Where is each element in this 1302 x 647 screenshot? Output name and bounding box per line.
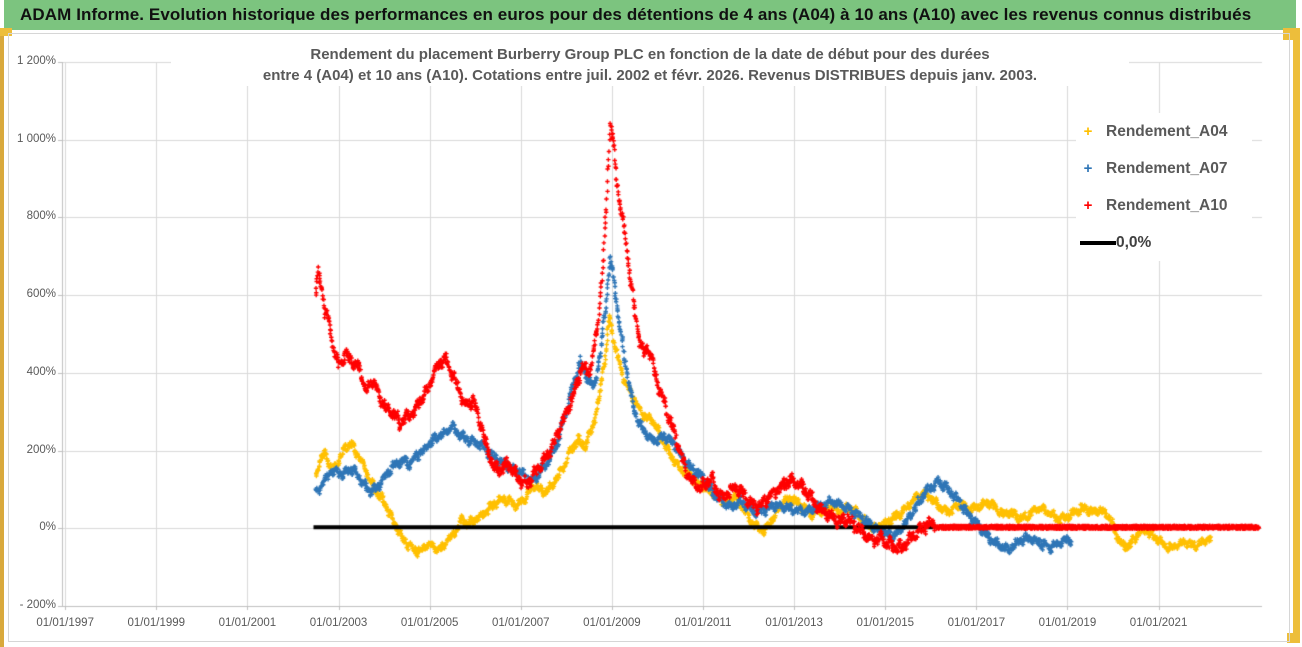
legend-item-rendement-a10[interactable]: + Rendement_A10 [1076,187,1252,224]
x-tick-label: 01/01/2009 [583,617,641,629]
x-tick-label: 01/01/2021 [1129,617,1188,629]
legend: + Rendement_A04 + Rendement_A07 + Rendement_A… [1076,113,1252,261]
y-tick-label: 0% [39,521,56,534]
y-tick-label: - 200% [19,599,56,611]
legend-plus-marker: + [1083,197,1093,214]
chart-title: Rendement du placement Burberry Group PL… [171,44,1129,86]
y-tick-label: 600% [26,288,56,301]
legend-zero-line-swatch [1080,240,1116,245]
y-tick-label: 1 200% [16,55,56,67]
y-tick-label: 800% [26,210,56,223]
chart-title-line1: Rendement du placement Burberry Group PL… [310,46,990,63]
x-tick-label: 01/01/2011 [674,617,732,629]
x-tick-label: 01/01/2001 [218,617,277,629]
legend-label: Rendement_A07 [1106,159,1228,177]
x-tick-label: 01/01/1997 [36,617,94,629]
legend-item-rendement-a04[interactable]: + Rendement_A04 [1076,113,1252,150]
y-tick-label: 400% [26,365,56,378]
y-tick-label: 1 000% [16,132,56,145]
x-tick-label: 01/01/2007 [491,617,550,629]
x-tick-label: 01/01/2013 [765,617,823,629]
legend-plus-marker: + [1083,123,1093,140]
x-tick-label: 01/01/2017 [947,617,1006,629]
legend-label: Rendement_A04 [1106,122,1228,140]
legend-item-rendement-a07[interactable]: + Rendement_A07 [1076,150,1252,187]
legend-label: Rendement_A10 [1106,196,1228,214]
x-tick-label: 01/01/2019 [1038,617,1097,629]
x-tick-label: 01/01/2005 [400,617,459,629]
x-tick-label: 01/01/2015 [856,617,915,629]
legend-plus-marker: + [1083,160,1093,177]
x-tick-label: 01/01/1999 [127,617,186,629]
y-tick-label: 200% [26,443,56,456]
legend-label: 0,0% [1116,233,1152,251]
x-tick-label: 01/01/2003 [309,617,368,629]
chart-title-line2: entre 4 (A04) et 10 ans (A10). Cotations… [262,67,1038,84]
legend-item-0-0-[interactable]: 0,0% [1076,224,1252,261]
